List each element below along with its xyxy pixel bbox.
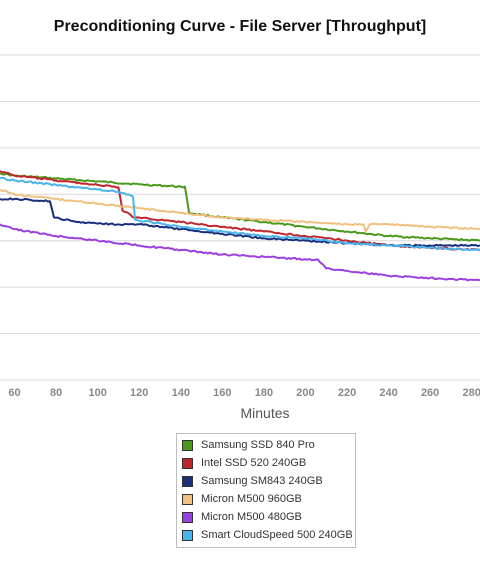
x-tick-label: 140 bbox=[172, 387, 190, 399]
legend-label: Samsung SSD 840 Pro bbox=[201, 439, 315, 451]
x-tick-label: 240 bbox=[379, 387, 397, 399]
chart-title: Preconditioning Curve - File Server [Thr… bbox=[53, 18, 427, 35]
x-tick-label: 200 bbox=[296, 387, 314, 399]
x-axis-label: Minutes bbox=[240, 405, 289, 421]
series-line-5 bbox=[0, 176, 480, 252]
x-tick-label: 60 bbox=[8, 387, 20, 399]
x-tick-label: 80 bbox=[50, 387, 62, 399]
series-line-0 bbox=[0, 172, 480, 242]
x-tick-label: 220 bbox=[338, 387, 356, 399]
x-tick-label: 120 bbox=[130, 387, 148, 399]
x-tick-label: 180 bbox=[255, 387, 273, 399]
x-tick-labels: 60 80 100 120 140 160 180 200 220 240 260 280 bbox=[8, 387, 480, 399]
legend-label: Samsung SM843 240GB bbox=[201, 475, 323, 487]
legend-item: Samsung SSD 840 Pro bbox=[177, 436, 355, 454]
series-line-2 bbox=[0, 197, 480, 248]
legend-label: Micron M500 960GB bbox=[201, 493, 302, 505]
legend-label: Micron M500 480GB bbox=[201, 511, 302, 523]
legend-label: Intel SSD 520 240GB bbox=[201, 457, 307, 469]
legend-item: Micron M500 960GB bbox=[177, 490, 355, 508]
series-lines bbox=[0, 170, 480, 282]
legend-swatch bbox=[182, 529, 193, 541]
x-tick-label: 100 bbox=[88, 387, 106, 399]
series-line-4 bbox=[0, 223, 480, 282]
legend-item: Smart CloudSpeed 500 240GB bbox=[177, 526, 355, 544]
x-tick-label: 260 bbox=[421, 387, 439, 399]
series-line-3 bbox=[0, 188, 480, 233]
x-tick-label: 280 bbox=[463, 387, 480, 399]
legend-swatch bbox=[182, 457, 193, 469]
legend: Samsung SSD 840 Pro Intel SSD 520 240GB Sa… bbox=[176, 433, 356, 548]
legend-swatch bbox=[182, 493, 193, 505]
grid-lines bbox=[0, 54, 480, 381]
legend-item: Intel SSD 520 240GB bbox=[177, 454, 355, 472]
legend-item: Samsung SM843 240GB bbox=[177, 472, 355, 490]
legend-swatch bbox=[182, 511, 193, 523]
legend-swatch bbox=[182, 439, 193, 451]
legend-label: Smart CloudSpeed 500 240GB bbox=[201, 529, 353, 541]
legend-item: Micron M500 480GB bbox=[177, 508, 355, 526]
x-tick-label: 160 bbox=[213, 387, 231, 399]
legend-swatch bbox=[182, 475, 193, 487]
